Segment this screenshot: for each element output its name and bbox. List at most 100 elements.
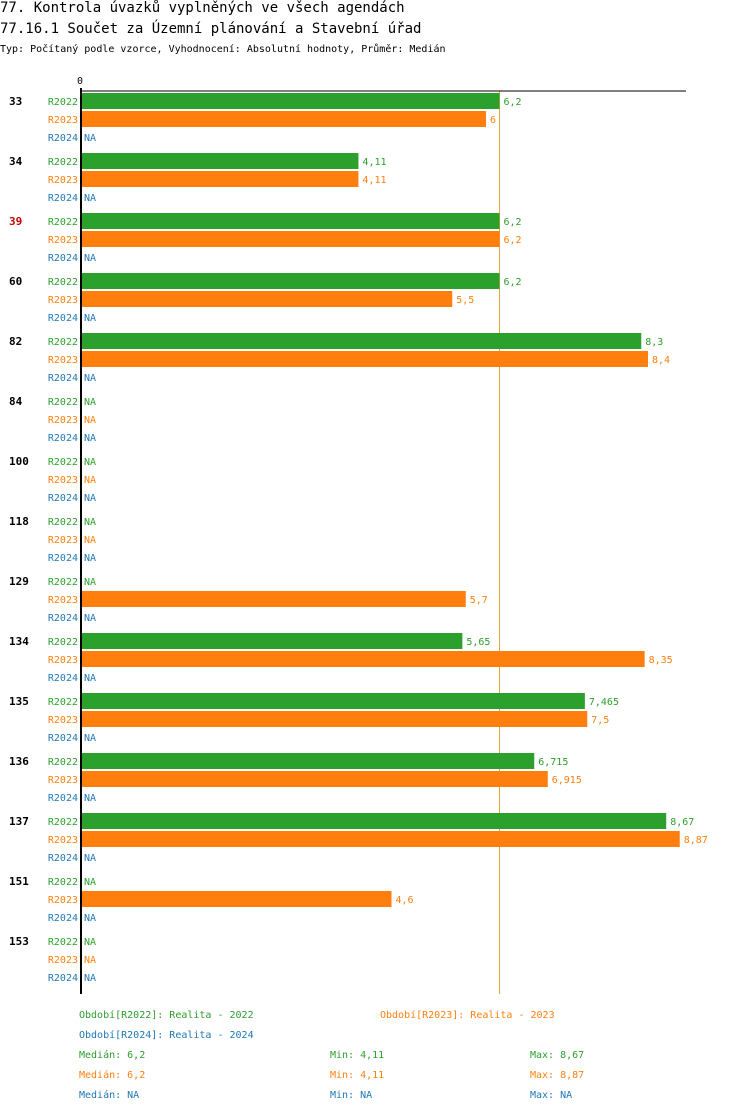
series-label: R2023	[48, 415, 78, 426]
bar	[81, 891, 392, 907]
bar	[81, 291, 453, 307]
data-label: 6,2	[504, 277, 522, 288]
bar	[81, 153, 359, 169]
data-label: 7,465	[589, 697, 619, 708]
stat-min: Min: 4,11	[330, 1070, 384, 1081]
series-label: R2023	[48, 595, 78, 606]
bar	[81, 831, 680, 847]
x-axis-zero-label: 0	[77, 76, 83, 87]
series-label: R2022	[48, 517, 78, 528]
category-label: 82	[9, 335, 22, 348]
category-label: 135	[9, 695, 29, 708]
series-label: R2023	[48, 895, 78, 906]
na-label: NA	[84, 433, 96, 444]
series-label: R2023	[48, 175, 78, 186]
category-label: 84	[9, 395, 23, 408]
series-label: R2024	[48, 973, 78, 984]
legend-entry: Období[R2022]: Realita - 2022	[79, 1009, 254, 1021]
category-label: 151	[9, 875, 29, 888]
category-label: 33	[9, 95, 22, 108]
data-label: 6,715	[538, 757, 568, 768]
bar	[81, 333, 642, 349]
series-label: R2023	[48, 115, 78, 126]
na-label: NA	[84, 475, 96, 486]
series-label: R2022	[48, 877, 78, 888]
category-label: 39	[9, 215, 22, 228]
na-label: NA	[84, 955, 96, 966]
data-label: 4,6	[396, 895, 414, 906]
series-label: R2022	[48, 337, 78, 348]
data-label: 4,11	[362, 175, 386, 186]
na-label: NA	[84, 613, 96, 624]
series-label: R2023	[48, 475, 78, 486]
na-label: NA	[84, 793, 96, 804]
category-label: 60	[9, 275, 22, 288]
series-label: R2024	[48, 733, 78, 744]
series-label: R2023	[48, 775, 78, 786]
bar	[81, 231, 500, 247]
data-label: 8,4	[652, 355, 670, 366]
chart-title: 77. Kontrola úvazků vyplněných ve všech …	[0, 0, 405, 16]
series-label: R2024	[48, 193, 78, 204]
bar	[81, 693, 585, 709]
na-label: NA	[84, 373, 96, 384]
na-label: NA	[84, 673, 96, 684]
category-label: 34	[9, 155, 23, 168]
stat-min: Min: NA	[330, 1090, 372, 1101]
na-label: NA	[84, 517, 96, 528]
bar	[81, 111, 486, 127]
bar	[81, 93, 500, 109]
data-label: 5,7	[470, 595, 488, 606]
bar	[81, 813, 667, 829]
na-label: NA	[84, 973, 96, 984]
series-label: R2024	[48, 913, 78, 924]
bar	[81, 711, 588, 727]
category-label: 136	[9, 755, 29, 768]
series-label: R2022	[48, 157, 78, 168]
na-label: NA	[84, 457, 96, 468]
data-label: 6,915	[552, 775, 582, 786]
na-label: NA	[84, 313, 96, 324]
series-label: R2022	[48, 457, 78, 468]
stat-median: Medián: NA	[79, 1089, 139, 1101]
na-label: NA	[84, 133, 96, 144]
na-label: NA	[84, 193, 96, 204]
series-label: R2022	[48, 577, 78, 588]
data-label: 8,67	[670, 817, 694, 828]
series-label: R2024	[48, 793, 78, 804]
stat-median: Medián: 6,2	[79, 1069, 145, 1081]
series-label: R2023	[48, 655, 78, 666]
category-label: 129	[9, 575, 29, 588]
series-label: R2023	[48, 835, 78, 846]
data-label: 7,5	[591, 715, 609, 726]
category-label: 137	[9, 815, 29, 828]
series-label: R2023	[48, 355, 78, 366]
series-label: R2022	[48, 757, 78, 768]
data-label: 6,2	[504, 235, 522, 246]
series-label: R2023	[48, 235, 78, 246]
data-label: 4,11	[362, 157, 386, 168]
data-label: 5,65	[466, 637, 490, 648]
series-label: R2024	[48, 253, 78, 264]
bar	[81, 651, 645, 667]
series-label: R2022	[48, 637, 78, 648]
data-label: 8,35	[649, 655, 673, 666]
data-label: 8,87	[684, 835, 708, 846]
series-label: R2022	[48, 217, 78, 228]
category-label: 118	[9, 515, 29, 528]
series-label: R2024	[48, 553, 78, 564]
na-label: NA	[84, 913, 96, 924]
na-label: NA	[84, 553, 96, 564]
legend-entry: Období[R2023]: Realita - 2023	[380, 1009, 555, 1021]
na-label: NA	[84, 733, 96, 744]
series-label: R2023	[48, 715, 78, 726]
series-label: R2022	[48, 817, 78, 828]
series-label: R2023	[48, 295, 78, 306]
chart-type-line: Typ: Počítaný podle vzorce, Vyhodnocení:…	[0, 44, 446, 55]
stat-median: Medián: 6,2	[79, 1049, 145, 1061]
bar	[81, 771, 548, 787]
na-label: NA	[84, 253, 96, 264]
series-label: R2024	[48, 613, 78, 624]
series-label: R2022	[48, 397, 78, 408]
na-label: NA	[84, 415, 96, 426]
